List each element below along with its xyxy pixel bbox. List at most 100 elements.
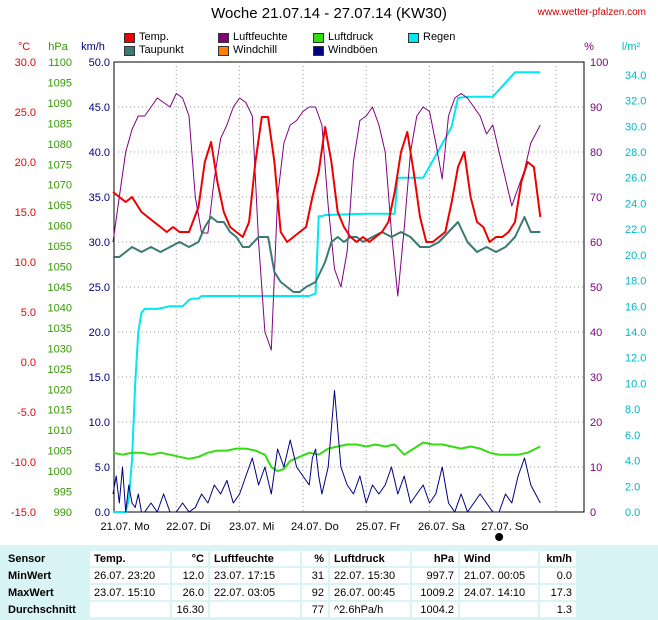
wind-tick-label: 35.0 xyxy=(89,192,110,204)
humidity-tick-label: 90 xyxy=(590,102,602,114)
temp-line xyxy=(112,116,542,243)
stats-cell-temp-value: 16.30 xyxy=(172,602,208,617)
x-day-label: 23.07. Mi xyxy=(229,521,274,533)
rain-tick-label: 20.0 xyxy=(625,250,646,262)
rain-tick-label: 6.0 xyxy=(625,430,640,442)
pressure-tick-label: 1090 xyxy=(48,98,72,110)
stats-panel: Sensor Temp. °C Luftfeuchte % Luftdruck … xyxy=(0,545,658,620)
humidity-tick-label: 100 xyxy=(590,57,608,69)
stats-cell-wind-value: 0.0 xyxy=(540,568,576,583)
stats-header-row: Sensor Temp. °C Luftfeuchte % Luftdruck … xyxy=(4,551,576,566)
stats-cell-wind-time xyxy=(460,602,538,617)
wind-tick-label: 30.0 xyxy=(89,237,110,249)
stats-cell-humidity-time xyxy=(210,602,300,617)
pressure-tick-label: 1055 xyxy=(48,241,72,253)
pressure-tick-label: 1030 xyxy=(48,343,72,355)
wind-gust-line xyxy=(112,390,541,513)
plot-frame xyxy=(113,61,585,513)
stats-cell-temp-time xyxy=(90,602,170,617)
stats-cell-temp-time: 26.07. 23:20 xyxy=(90,568,170,583)
legend-pressure-label: Luftdruck xyxy=(328,31,374,43)
humidity-tick-label: 60 xyxy=(590,237,602,249)
axis-unit-rain: l/m² xyxy=(622,41,641,53)
stats-cell-pressure-value: 1004.2 xyxy=(412,602,458,617)
axis-unit-wind: km/h xyxy=(81,41,105,53)
pressure-tick-label: 1000 xyxy=(48,466,72,478)
pressure-tick-label: 1010 xyxy=(48,425,72,437)
rain-tick-label: 30.0 xyxy=(625,121,646,133)
temp-tick-label: -15.0 xyxy=(11,507,36,519)
humidity-tick-label: 10 xyxy=(590,462,602,474)
wind-tick-label: 5.0 xyxy=(95,462,110,474)
stats-cell-humidity-value: 92 xyxy=(302,585,328,600)
stats-row-label: MaxWert xyxy=(4,585,88,600)
rain-tick-label: 28.0 xyxy=(625,147,646,159)
humidity-tick-label: 70 xyxy=(590,192,602,204)
stats-cell-temp-value: 26.0 xyxy=(172,585,208,600)
stats-table: Sensor Temp. °C Luftfeuchte % Luftdruck … xyxy=(2,549,578,619)
pressure-tick-label: 1040 xyxy=(48,302,72,314)
rain-tick-label: 10.0 xyxy=(625,378,646,390)
website-link[interactable]: www.wetter-pfalzen.com xyxy=(537,7,646,18)
stats-cell-temp-time: 23.07. 15:10 xyxy=(90,585,170,600)
temp-tick-label: 10.0 xyxy=(15,257,36,269)
rain-tick-label: 14.0 xyxy=(625,327,646,339)
pressure-tick-label: 995 xyxy=(54,487,72,499)
wind-tick-label: 0.0 xyxy=(95,507,110,519)
dewpoint-line xyxy=(113,216,541,293)
pressure-tick-label: 1035 xyxy=(48,323,72,335)
pressure-tick-label: 1080 xyxy=(48,139,72,151)
pressure-tick-label: 1100 xyxy=(48,57,72,69)
x-day-label: 24.07. Do xyxy=(291,521,339,533)
rain-tick-label: 22.0 xyxy=(625,224,646,236)
stats-cell-humidity-time: 23.07. 17:15 xyxy=(210,568,300,583)
temp-tick-label: 5.0 xyxy=(21,307,36,319)
temp-tick-label: 20.0 xyxy=(15,157,36,169)
stats-row-label: Durchschnitt xyxy=(4,602,88,617)
legend-humidity-swatch xyxy=(218,32,229,43)
wind-tick-label: 15.0 xyxy=(89,372,110,384)
stats-header-humidity-unit: % xyxy=(302,551,328,566)
legend-dewpoint: Taupunkt xyxy=(124,44,184,57)
pressure-tick-label: 990 xyxy=(54,507,72,519)
pressure-tick-label: 1075 xyxy=(48,159,72,171)
legend-rain-swatch xyxy=(408,32,419,43)
stats-cell-temp-value: 12.0 xyxy=(172,568,208,583)
rain-tick-label: 8.0 xyxy=(625,404,640,416)
stats-row-min: MinWert 26.07. 23:20 12.0 23.07. 17:15 3… xyxy=(4,568,576,583)
legend-windchill: Windchill xyxy=(218,44,277,57)
axis-unit-temp: °C xyxy=(18,41,30,53)
pressure-tick-label: 1065 xyxy=(48,200,72,212)
temp-tick-label: 30.0 xyxy=(15,57,36,69)
stats-row-label: MinWert xyxy=(4,568,88,583)
legend-rain: Regen xyxy=(408,31,455,44)
humidity-tick-label: 20 xyxy=(590,417,602,429)
stats-header-temp: Temp. xyxy=(90,551,170,566)
humidity-line xyxy=(112,93,541,351)
humidity-tick-label: 80 xyxy=(590,147,602,159)
humidity-tick-label: 50 xyxy=(590,282,602,294)
temp-tick-label: -10.0 xyxy=(11,457,36,469)
pressure-tick-label: 1060 xyxy=(48,221,72,233)
wind-tick-label: 40.0 xyxy=(89,147,110,159)
legend-gusts-label: Windböen xyxy=(328,44,378,56)
rain-tick-label: 12.0 xyxy=(625,353,646,365)
stats-cell-wind-value: 1.3 xyxy=(540,602,576,617)
temp-tick-label: 15.0 xyxy=(15,207,36,219)
pressure-line xyxy=(112,441,541,473)
temp-tick-label: 25.0 xyxy=(15,107,36,119)
stats-header-wind: Wind xyxy=(460,551,538,566)
stats-row-max: MaxWert 23.07. 15:10 26.0 22.07. 03:05 9… xyxy=(4,585,576,600)
x-day-label: 27.07. So xyxy=(481,521,528,533)
stats-cell-pressure-time: ^2.6hPa/h xyxy=(330,602,410,617)
wind-tick-label: 20.0 xyxy=(89,327,110,339)
wind-tick-label: 50.0 xyxy=(89,57,110,69)
legend-windchill-label: Windchill xyxy=(233,44,278,56)
humidity-tick-label: 0 xyxy=(590,507,596,519)
stats-cell-wind-time: 21.07. 00:05 xyxy=(460,568,538,583)
axis-unit-humidity: % xyxy=(584,41,594,53)
stats-cell-pressure-time: 26.07. 00:45 xyxy=(330,585,410,600)
rain-tick-label: 34.0 xyxy=(625,70,646,82)
humidity-tick-label: 40 xyxy=(590,327,602,339)
legend-pressure-swatch xyxy=(313,32,324,43)
